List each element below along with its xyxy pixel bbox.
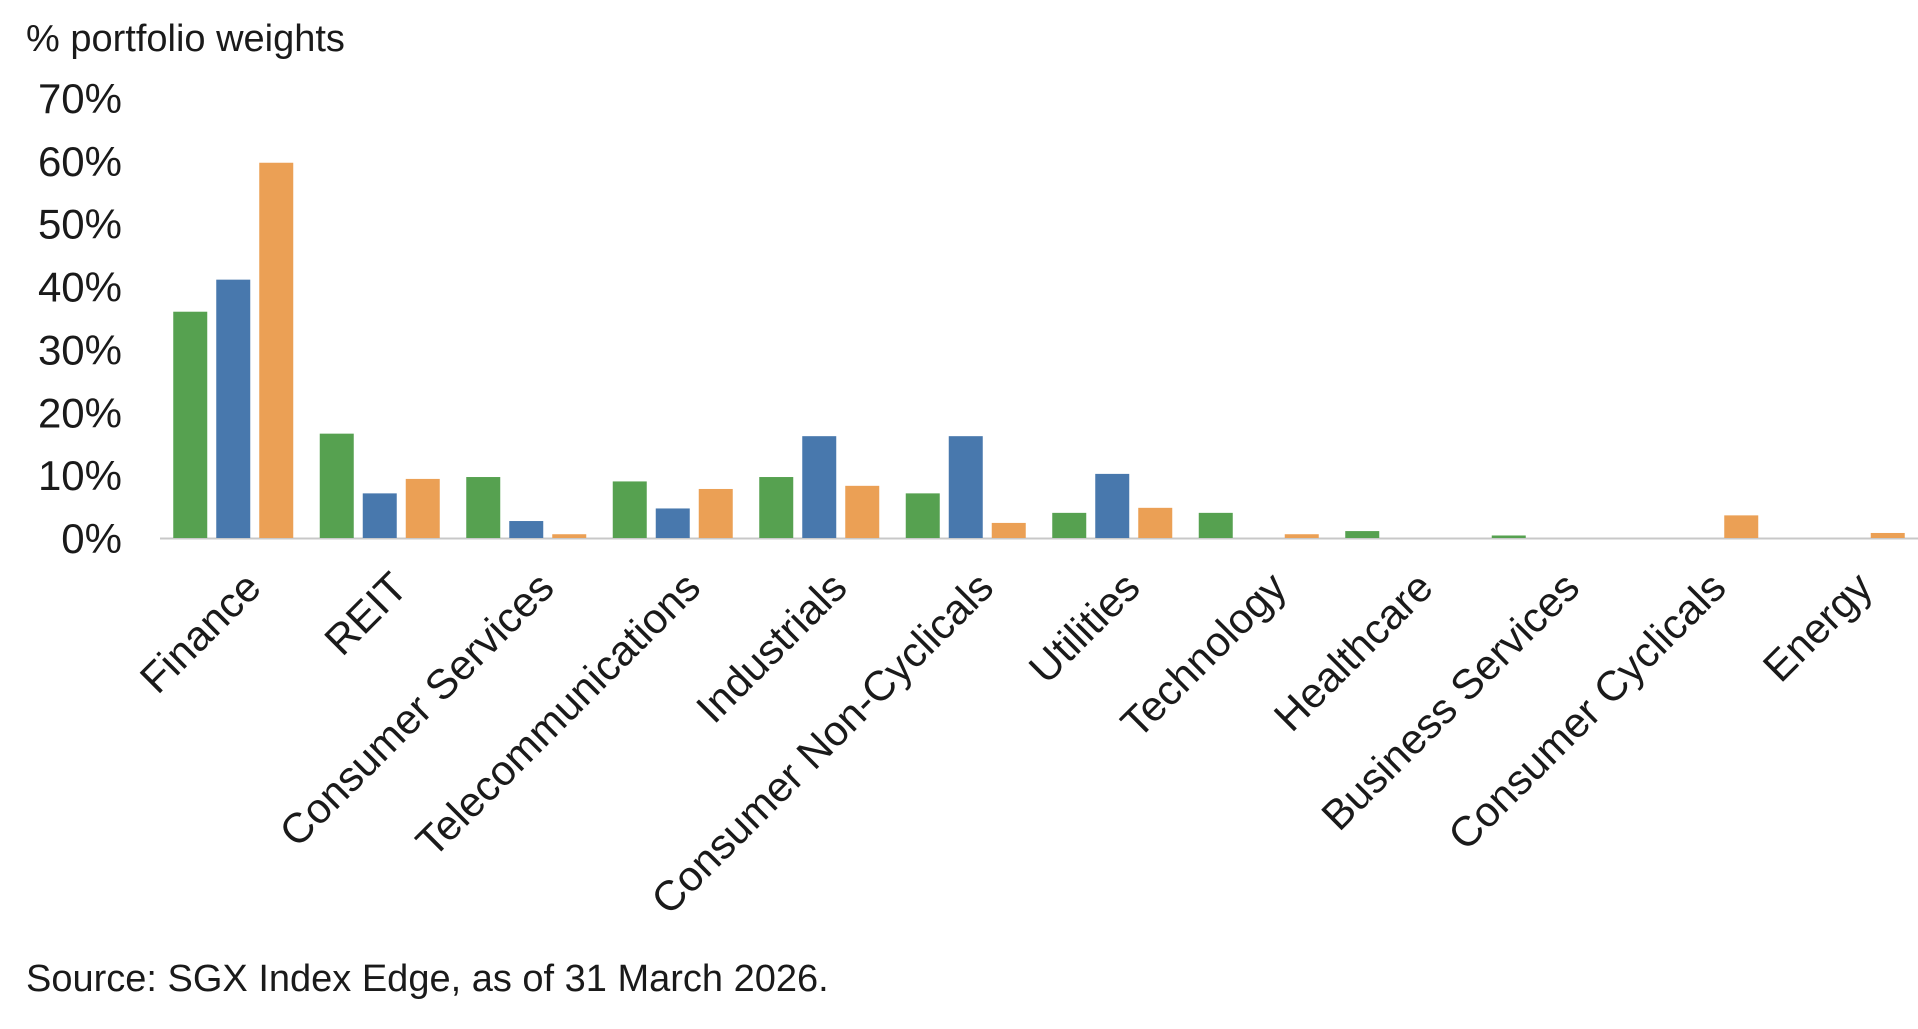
bar-consumer-non-cyclicals-s3 — [991, 522, 1026, 538]
bar-consumer-services-s3 — [552, 534, 587, 538]
bar-finance-s3 — [259, 162, 294, 538]
x-tick-label: REIT — [315, 563, 416, 664]
bar-telecommunications-s2 — [655, 508, 690, 538]
bar-reit-s3 — [405, 478, 440, 538]
bar-technology-s3 — [1284, 534, 1319, 538]
bar-healthcare-s1 — [1345, 531, 1380, 538]
bar-reit-s2 — [362, 493, 397, 538]
bar-consumer-cyclicals-s3 — [1724, 515, 1759, 538]
bar-business-services-s1 — [1491, 535, 1526, 538]
y-tick-label: 0% — [61, 515, 122, 562]
x-tick-label: Consumer Services — [270, 563, 562, 855]
bar-finance-s1 — [173, 311, 208, 538]
bar-technology-s1 — [1198, 512, 1233, 538]
x-tick-label: Telecommunications — [407, 563, 709, 865]
y-axis-unit-label: % portfolio weights — [26, 18, 345, 60]
bar-industrials-s2 — [802, 436, 837, 538]
x-tick-label: Utilities — [1020, 563, 1149, 692]
bar-telecommunications-s1 — [612, 481, 647, 538]
bar-utilities-s2 — [1095, 473, 1130, 538]
bar-consumer-non-cyclicals-s2 — [948, 436, 983, 538]
bar-consumer-services-s1 — [466, 477, 501, 538]
bar-energy-s3 — [1870, 532, 1905, 538]
bar-utilities-s3 — [1138, 507, 1173, 538]
x-tick-label: Business Services — [1312, 563, 1588, 839]
y-tick-label: 70% — [38, 75, 122, 122]
y-tick-label: 20% — [38, 389, 122, 436]
bar-consumer-services-s2 — [509, 521, 544, 538]
y-tick-label: 10% — [38, 452, 122, 499]
x-tick-label: Energy — [1754, 563, 1881, 690]
bar-industrials-s3 — [845, 485, 880, 538]
bar-telecommunications-s3 — [698, 488, 733, 538]
bar-consumer-non-cyclicals-s1 — [905, 493, 940, 538]
source-note: Source: SGX Index Edge, as of 31 March 2… — [26, 958, 829, 1000]
y-tick-label: 60% — [38, 138, 122, 185]
y-tick-label: 40% — [38, 264, 122, 311]
y-tick-label: 30% — [38, 326, 122, 373]
bar-reit-s1 — [319, 433, 354, 538]
bar-utilities-s1 — [1052, 512, 1087, 538]
y-tick-label: 50% — [38, 201, 122, 248]
x-tick-label: Consumer Cyclicals — [1439, 563, 1735, 859]
x-tick-label: Finance — [131, 563, 270, 702]
bar-industrials-s1 — [759, 477, 794, 538]
bar-finance-s2 — [216, 279, 251, 538]
